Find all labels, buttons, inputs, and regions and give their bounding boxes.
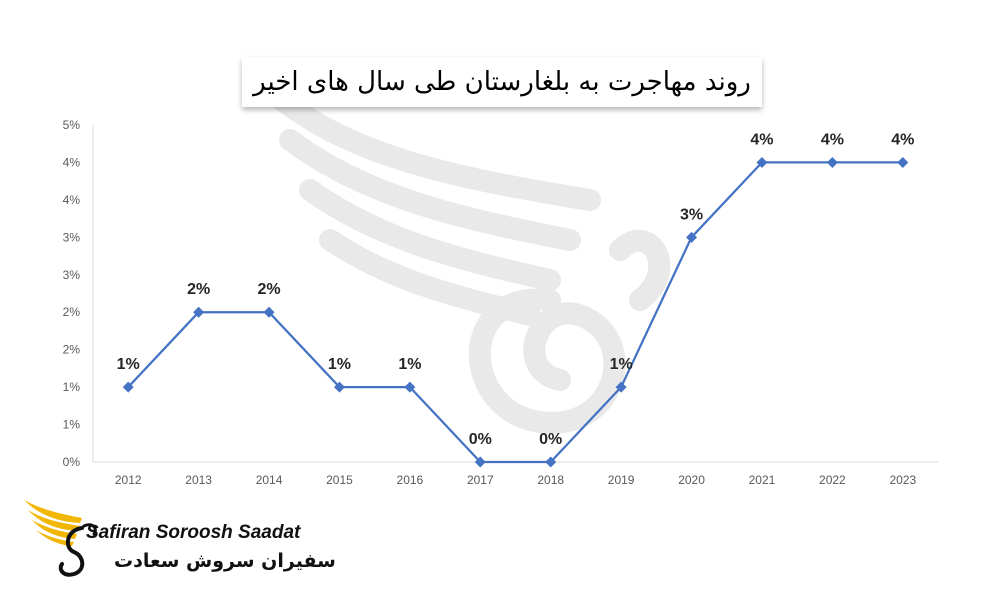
data-point-marker — [404, 381, 416, 393]
x-tick-label: 2023 — [889, 473, 916, 487]
x-tick-label: 2021 — [749, 473, 776, 487]
y-tick-label: 3% — [63, 268, 81, 282]
data-label: 4% — [891, 131, 914, 148]
data-point-marker — [756, 156, 768, 168]
data-point-marker — [333, 381, 345, 393]
data-label: 1% — [610, 356, 633, 373]
y-tick-label: 1% — [63, 418, 81, 432]
data-label: 1% — [328, 356, 351, 373]
data-label: 1% — [117, 356, 140, 373]
data-label: 4% — [750, 131, 773, 148]
data-labels: 1% 2% 2% 1% 1% 0% 0% 1% 3% 4% 4% 4% — [117, 131, 915, 448]
data-point-marker — [122, 381, 134, 393]
y-tick-label: 2% — [63, 305, 81, 319]
x-tick-label: 2019 — [608, 473, 635, 487]
x-tick-label: 2017 — [467, 473, 494, 487]
series-group — [122, 156, 909, 468]
x-tick-label: 2022 — [819, 473, 846, 487]
data-point-marker — [263, 306, 275, 318]
x-tick-label: 2016 — [397, 473, 424, 487]
y-tick-labels: 0% 1% 1% 2% 2% 3% 3% 4% 4% 5% — [63, 118, 81, 469]
data-label: 0% — [539, 431, 562, 448]
data-point-marker — [897, 156, 909, 168]
data-point-marker — [193, 306, 205, 318]
watermark-emblem — [259, 79, 671, 434]
x-tick-label: 2018 — [537, 473, 564, 487]
y-tick-label: 3% — [63, 230, 81, 244]
data-label: 3% — [680, 206, 703, 223]
data-label: 2% — [187, 281, 210, 298]
data-point-marker — [615, 381, 627, 393]
x-tick-label: 2020 — [678, 473, 705, 487]
brand-name-english: Safiran Soroosh Saadat — [86, 522, 301, 543]
brand-logo: Safiran Soroosh Saadat سفیران سروش سعادت — [22, 492, 336, 584]
data-point-marker — [545, 456, 557, 468]
x-tick-label: 2013 — [185, 473, 212, 487]
data-label: 4% — [821, 131, 844, 148]
y-tick-label: 2% — [63, 343, 81, 357]
wing-s-emblem-icon — [24, 500, 97, 577]
y-tick-label: 4% — [63, 155, 81, 169]
x-tick-label: 2012 — [115, 473, 142, 487]
data-point-marker — [826, 156, 838, 168]
y-tick-label: 1% — [63, 380, 81, 394]
y-tick-label: 0% — [63, 455, 81, 469]
series-line — [127, 161, 903, 464]
y-tick-label: 4% — [63, 193, 81, 207]
chart-title-box: روند مهاجرت به بلغارستان طی سال های اخیر — [242, 57, 762, 107]
chart-title: روند مهاجرت به بلغارستان طی سال های اخیر — [253, 67, 751, 97]
data-label: 0% — [469, 431, 492, 448]
data-label: 1% — [398, 356, 421, 373]
y-tick-label: 5% — [63, 118, 81, 132]
data-point-marker — [474, 456, 486, 468]
data-point-marker — [686, 231, 698, 243]
x-tick-label: 2015 — [326, 473, 353, 487]
x-tick-labels: 2012 2013 2014 2015 2016 2017 2018 2019 2020 2021… — [115, 473, 917, 487]
x-tick-label: 2014 — [256, 473, 283, 487]
chart-axes — [92, 125, 938, 463]
data-label: 2% — [257, 281, 280, 298]
brand-name-persian: سفیران سروش سعادت — [114, 550, 336, 572]
